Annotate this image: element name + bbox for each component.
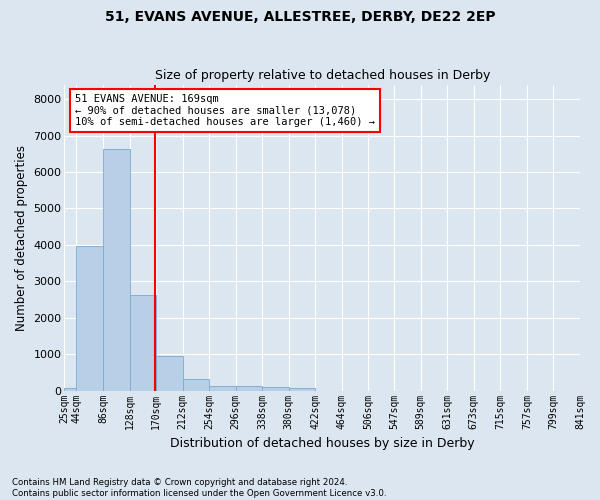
Bar — [156, 356, 182, 390]
Bar — [130, 295, 156, 390]
Bar — [182, 380, 209, 390]
Bar — [289, 388, 315, 390]
Bar — [76, 246, 103, 390]
Text: 51, EVANS AVENUE, ALLESTREE, DERBY, DE22 2EP: 51, EVANS AVENUE, ALLESTREE, DERBY, DE22… — [104, 10, 496, 24]
X-axis label: Distribution of detached houses by size in Derby: Distribution of detached houses by size … — [170, 437, 475, 450]
Bar — [209, 386, 236, 390]
Bar — [262, 387, 289, 390]
Y-axis label: Number of detached properties: Number of detached properties — [15, 144, 28, 330]
Text: 51 EVANS AVENUE: 169sqm
← 90% of detached houses are smaller (13,078)
10% of sem: 51 EVANS AVENUE: 169sqm ← 90% of detache… — [75, 94, 375, 127]
Bar — [236, 386, 262, 390]
Bar — [103, 150, 130, 390]
Bar — [64, 388, 76, 390]
Text: Contains HM Land Registry data © Crown copyright and database right 2024.
Contai: Contains HM Land Registry data © Crown c… — [12, 478, 386, 498]
Title: Size of property relative to detached houses in Derby: Size of property relative to detached ho… — [155, 69, 490, 82]
